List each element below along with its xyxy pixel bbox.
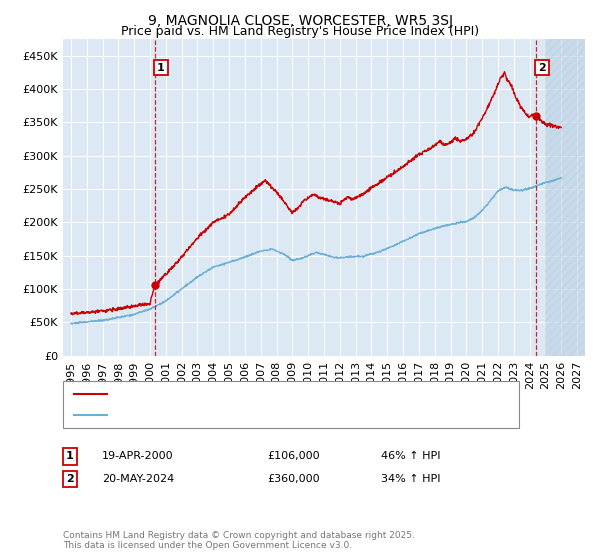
Bar: [545, 39, 593, 356]
Text: 2: 2: [538, 63, 546, 72]
Text: Contains HM Land Registry data © Crown copyright and database right 2025.
This d: Contains HM Land Registry data © Crown c…: [63, 530, 415, 550]
Text: 1: 1: [66, 451, 74, 461]
Text: 9, MAGNOLIA CLOSE, WORCESTER, WR5 3SJ (semi-detached house): 9, MAGNOLIA CLOSE, WORCESTER, WR5 3SJ (s…: [112, 389, 489, 399]
Text: 9, MAGNOLIA CLOSE, WORCESTER, WR5 3SJ: 9, MAGNOLIA CLOSE, WORCESTER, WR5 3SJ: [148, 14, 452, 28]
Text: 19-APR-2000: 19-APR-2000: [102, 451, 173, 461]
Text: 34% ↑ HPI: 34% ↑ HPI: [381, 474, 440, 484]
Text: 1: 1: [157, 63, 165, 72]
Text: £360,000: £360,000: [267, 474, 320, 484]
Text: 2: 2: [66, 474, 74, 484]
Text: 20-MAY-2024: 20-MAY-2024: [102, 474, 174, 484]
Text: HPI: Average price, semi-detached house, Worcester: HPI: Average price, semi-detached house,…: [112, 410, 405, 420]
Text: £106,000: £106,000: [267, 451, 320, 461]
Text: 46% ↑ HPI: 46% ↑ HPI: [381, 451, 440, 461]
Text: Price paid vs. HM Land Registry's House Price Index (HPI): Price paid vs. HM Land Registry's House …: [121, 25, 479, 38]
